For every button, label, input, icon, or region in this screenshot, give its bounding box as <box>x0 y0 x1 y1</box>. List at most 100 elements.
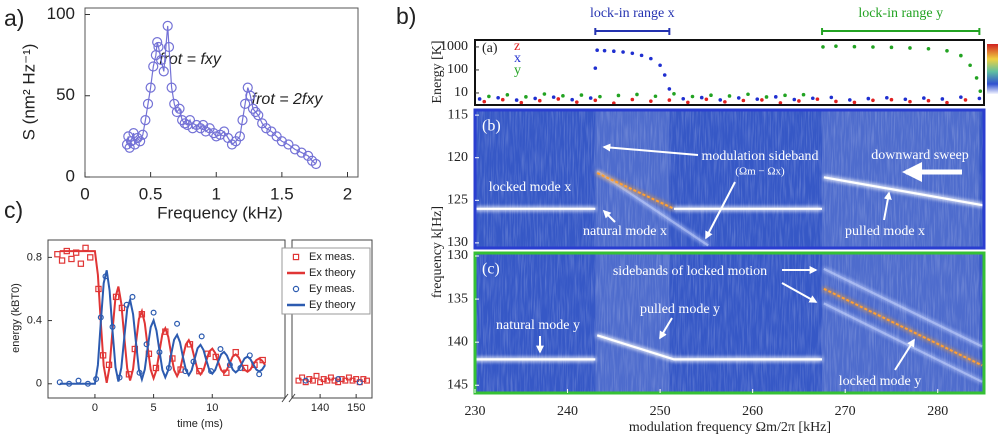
data-point <box>588 96 593 100</box>
data-point <box>575 100 579 104</box>
data-point <box>356 379 363 386</box>
data-point <box>978 89 983 93</box>
data-point <box>327 374 334 381</box>
data-point <box>764 95 769 99</box>
sublabel: (b) <box>482 118 501 135</box>
x-tick-label: 230 <box>465 404 486 419</box>
data-point <box>649 99 653 103</box>
lock-region <box>822 253 980 393</box>
annotation: frot = 2fxy <box>252 91 324 108</box>
x-tick-label: 250 <box>650 404 671 419</box>
data-point <box>150 309 157 316</box>
spectrogram-noise <box>475 110 984 248</box>
data-point <box>871 98 875 103</box>
data-point <box>482 99 487 104</box>
data-point <box>135 136 146 147</box>
y-tick-label: 115 <box>448 107 468 122</box>
data-point <box>834 44 838 48</box>
data-point <box>166 82 177 93</box>
data-point <box>649 56 653 61</box>
annotation: frot = fxy <box>159 51 222 68</box>
panel-label: a) <box>4 5 24 31</box>
data-point <box>810 96 815 101</box>
legend-swatch <box>292 285 300 293</box>
data-point <box>741 98 746 103</box>
data-point <box>783 93 787 98</box>
data-point <box>616 93 621 98</box>
data-point <box>959 53 963 58</box>
data-point <box>296 147 307 158</box>
legend-label: x <box>514 51 521 66</box>
data-point <box>598 94 602 99</box>
y-tick-label: 145 <box>447 377 468 392</box>
data-point <box>137 129 148 140</box>
data-point <box>667 87 672 91</box>
y-tick-label: 130 <box>447 248 468 263</box>
legend-label: Ex meas. <box>309 251 355 263</box>
data-point <box>324 377 331 384</box>
data-point <box>310 158 322 170</box>
data-point <box>87 254 94 261</box>
x-tick-label: 280 <box>927 404 948 419</box>
y-axis-label: S (nm² Hz⁻¹) <box>19 44 38 141</box>
data-point <box>723 100 727 104</box>
data-point <box>866 96 871 101</box>
data-point <box>940 97 945 101</box>
x-tick-label: 270 <box>835 404 856 419</box>
annotation-arrow <box>602 209 616 223</box>
lock-region <box>595 253 670 393</box>
data-point <box>129 139 140 150</box>
data-point <box>639 53 644 58</box>
data-point <box>289 144 301 155</box>
sublabel: (a) <box>482 41 498 56</box>
y-tick-label: 0 <box>66 166 75 185</box>
data-point <box>848 98 852 102</box>
data-point <box>852 100 857 105</box>
data-point <box>524 95 528 99</box>
legend-label: Ey theory <box>309 299 356 311</box>
data-point <box>302 377 309 384</box>
data-point <box>148 61 159 72</box>
data-point <box>514 98 519 102</box>
plot-frame <box>84 7 359 178</box>
lock-region <box>822 110 980 248</box>
plot-frame <box>47 239 286 399</box>
y-tick-label: 100 <box>47 4 75 23</box>
data-point <box>667 98 672 102</box>
annotation-arrow <box>705 181 736 240</box>
mode-ridge <box>596 170 709 247</box>
data-point <box>755 97 760 101</box>
data-point <box>360 376 367 383</box>
data-line <box>59 270 266 385</box>
data-point <box>579 93 584 97</box>
data-point <box>345 374 352 381</box>
data-point <box>974 76 979 80</box>
data-point <box>335 379 342 386</box>
data-point <box>82 244 89 252</box>
data-point <box>335 376 342 383</box>
data-point <box>709 93 713 97</box>
data-point <box>908 99 912 104</box>
mode-ridge <box>596 172 675 210</box>
data-point <box>68 255 75 263</box>
mode-ridge <box>823 287 983 367</box>
annotation: pulled mode y <box>640 302 720 317</box>
data-point <box>174 320 181 327</box>
y-axis-label: Energy [K] <box>430 40 445 103</box>
data-point <box>926 98 931 103</box>
data-point <box>77 260 85 267</box>
data-point <box>551 95 556 99</box>
data-point <box>247 103 259 114</box>
y-tick-label: 50 <box>56 85 75 104</box>
data-point <box>542 92 547 96</box>
x-axis-label: modulation frequency Ωm/2π [kHz] <box>629 420 831 435</box>
y-axis-label: energy (kBT0) <box>10 283 22 353</box>
data-point <box>778 101 783 105</box>
data-point <box>317 379 324 386</box>
plot-frame <box>473 108 986 250</box>
data-point <box>593 66 598 70</box>
data-point <box>198 119 209 131</box>
data-point <box>54 251 61 258</box>
data-point <box>922 96 926 100</box>
data-point <box>519 100 524 105</box>
